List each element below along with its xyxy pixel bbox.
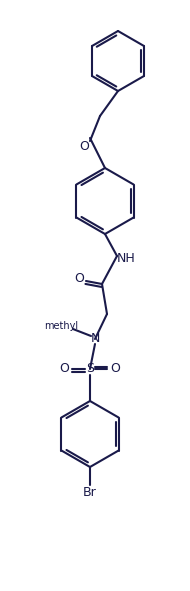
Text: O: O (74, 272, 84, 285)
Text: N: N (90, 333, 100, 346)
Text: S: S (86, 362, 94, 375)
Text: NH: NH (117, 252, 135, 265)
Text: methyl: methyl (44, 321, 78, 331)
Text: O: O (79, 139, 89, 152)
Text: O: O (59, 362, 69, 375)
Text: O: O (110, 362, 120, 375)
Text: Br: Br (83, 486, 97, 499)
